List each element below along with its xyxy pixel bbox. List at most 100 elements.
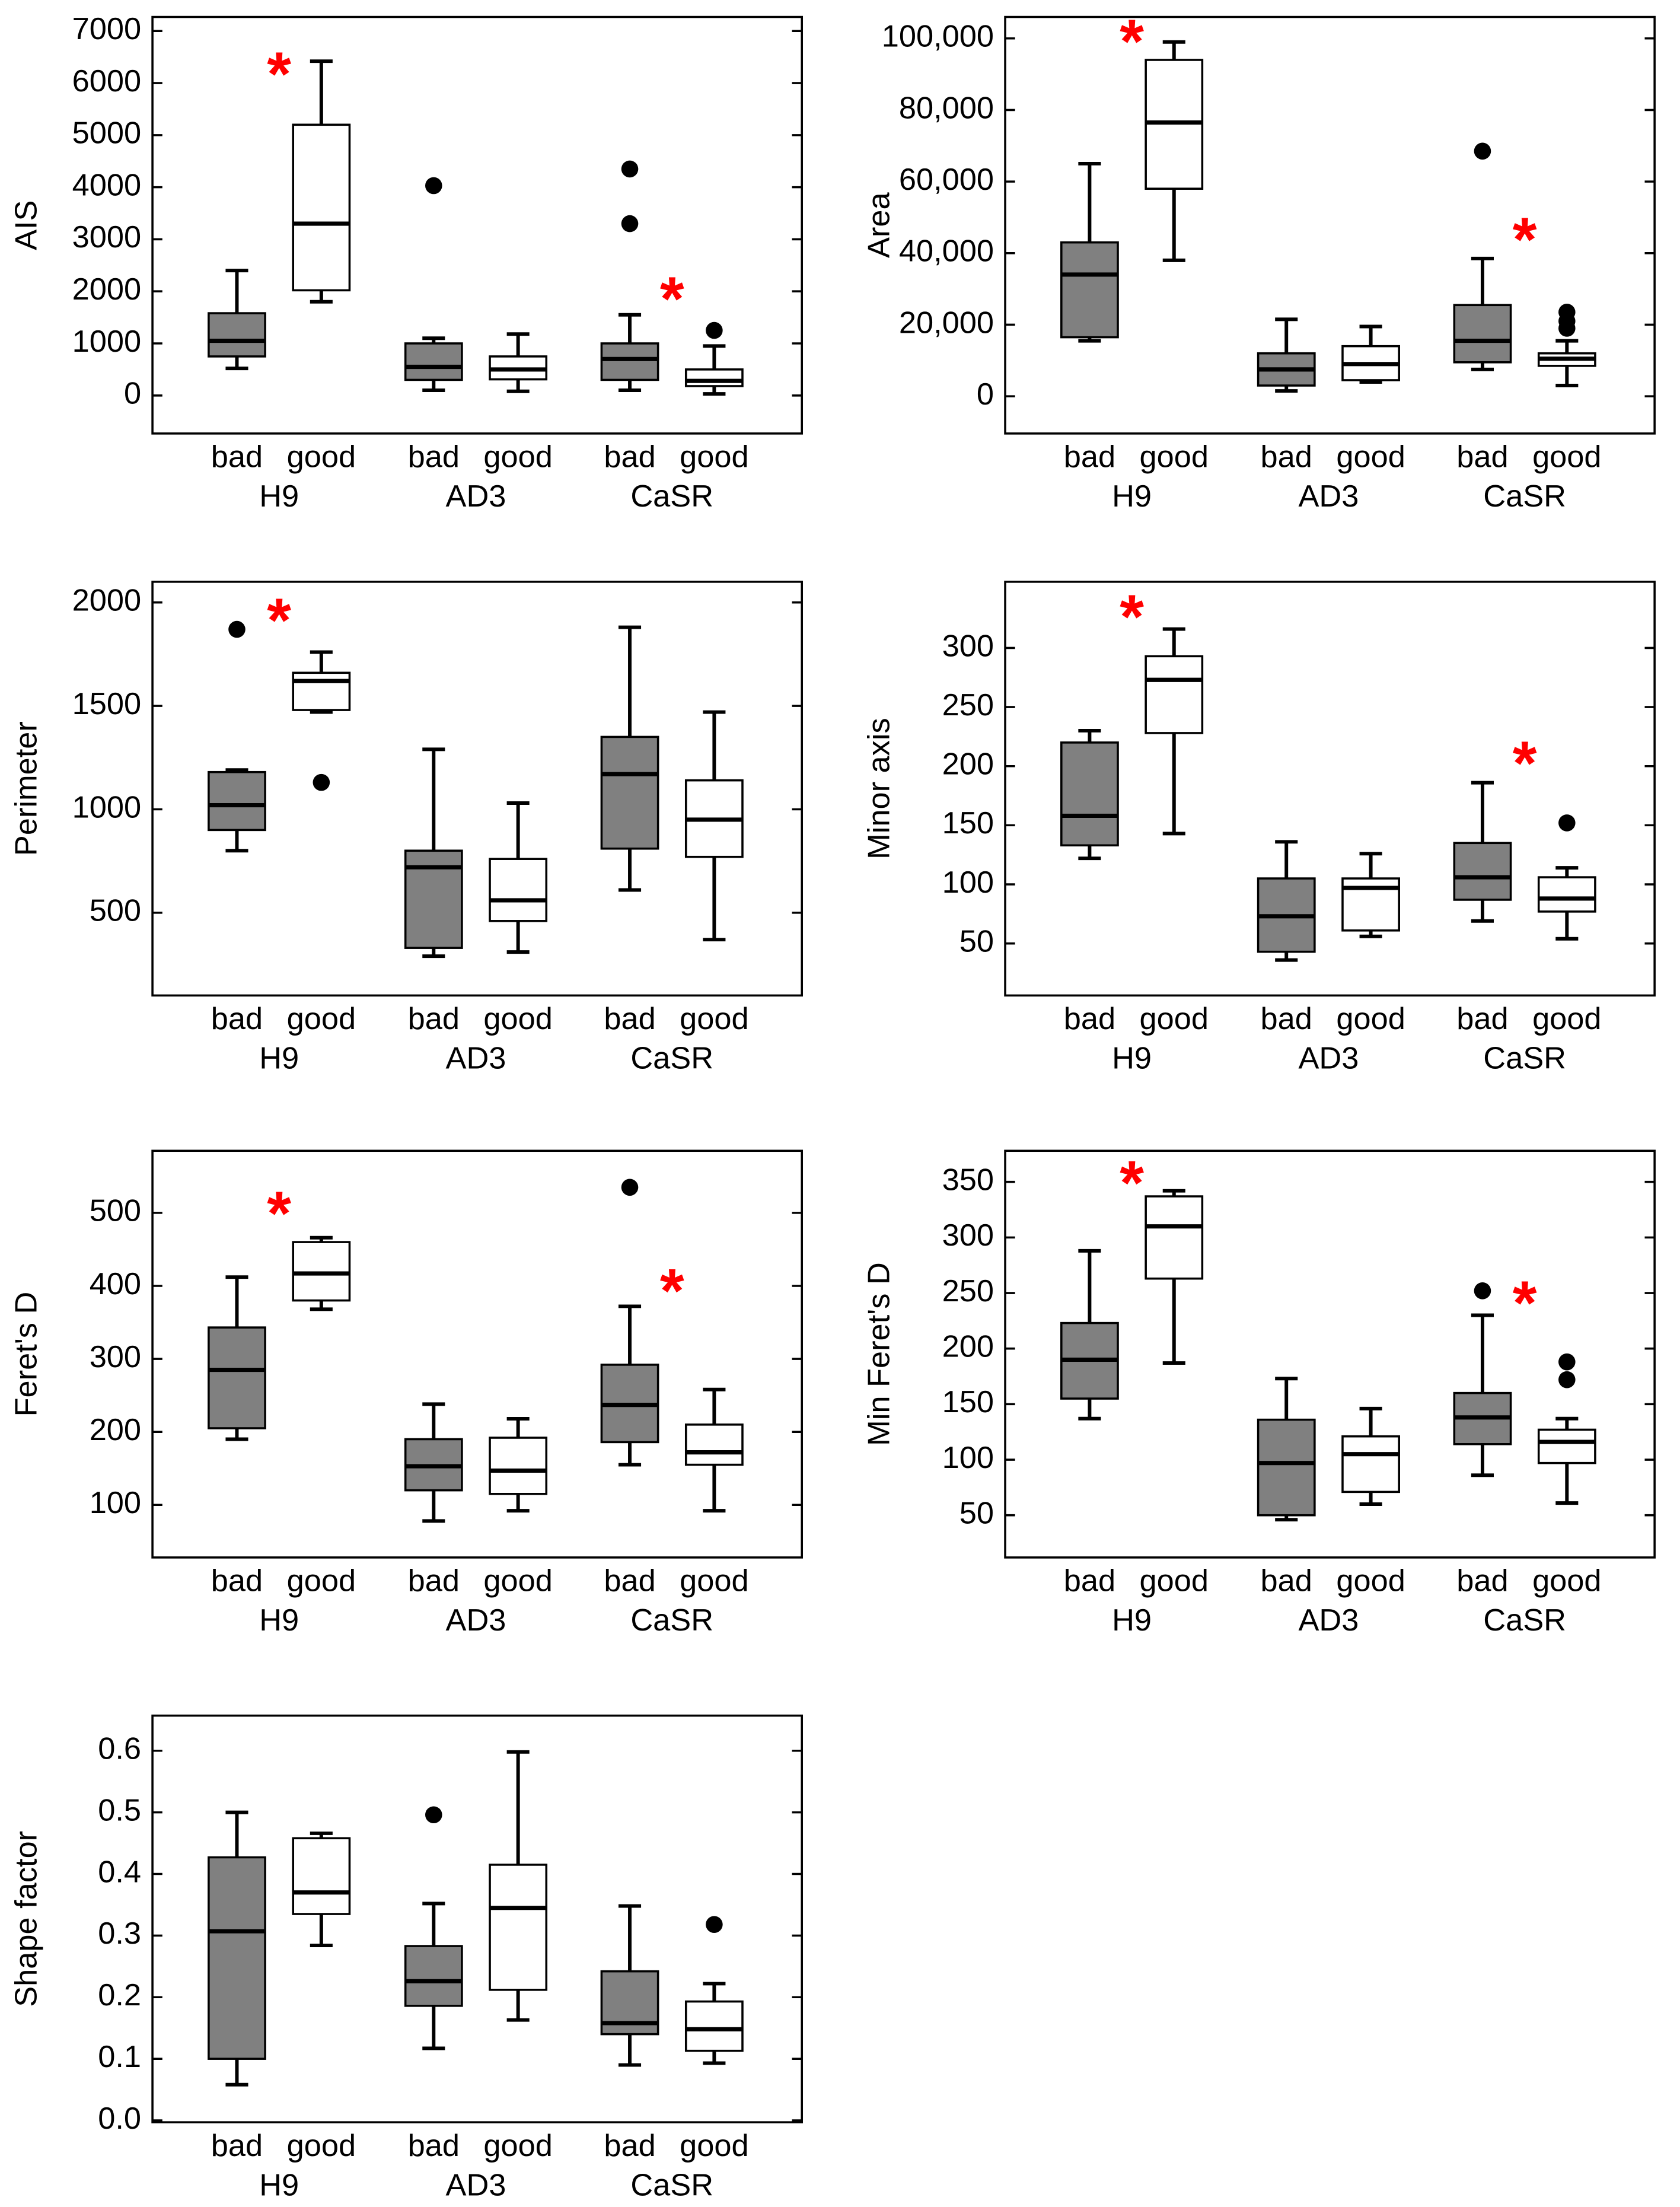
box bbox=[404, 342, 463, 381]
significance-mark: * bbox=[267, 586, 291, 655]
outlier bbox=[621, 215, 639, 233]
outlier bbox=[621, 160, 639, 178]
group-label: CaSR bbox=[630, 2168, 713, 2202]
box bbox=[404, 1945, 463, 2007]
outlier bbox=[1558, 1353, 1576, 1371]
group-label: CaSR bbox=[630, 1042, 713, 1076]
x-tick-label: good bbox=[680, 440, 748, 474]
box bbox=[292, 671, 351, 711]
x-tick-label: bad bbox=[604, 1002, 655, 1036]
outlier bbox=[425, 1806, 442, 1824]
x-tick-label: bad bbox=[408, 1564, 460, 1598]
significance-mark: * bbox=[1120, 582, 1144, 651]
x-tick-label: good bbox=[483, 1564, 552, 1598]
box bbox=[1537, 876, 1596, 913]
y-tick-label: 1500 bbox=[72, 687, 141, 721]
box bbox=[489, 1864, 548, 1991]
x-tick-label: good bbox=[1532, 440, 1601, 474]
box bbox=[684, 368, 744, 387]
outlier bbox=[1558, 304, 1576, 321]
box bbox=[208, 312, 266, 358]
x-tick-label: bad bbox=[211, 440, 263, 474]
group-label: H9 bbox=[259, 1603, 299, 1638]
y-tick-label: 7000 bbox=[72, 12, 141, 46]
x-tick-label: bad bbox=[1456, 1002, 1508, 1036]
x-tick-label: good bbox=[287, 1564, 356, 1598]
box bbox=[292, 1241, 351, 1302]
x-tick-label: good bbox=[1336, 1002, 1405, 1036]
plot-frame bbox=[151, 15, 804, 435]
group-label: H9 bbox=[1112, 479, 1152, 514]
significance-mark: * bbox=[267, 39, 291, 109]
y-tick-label: 300 bbox=[942, 1218, 994, 1253]
significance-mark: * bbox=[660, 1256, 684, 1326]
y-axis-label: Feret's D bbox=[9, 1292, 43, 1417]
x-tick-label: good bbox=[483, 2129, 552, 2163]
x-tick-label: bad bbox=[408, 440, 460, 474]
significance-mark: * bbox=[1120, 1148, 1144, 1218]
box bbox=[1453, 304, 1512, 364]
x-tick-label: bad bbox=[604, 2129, 655, 2163]
box bbox=[489, 1437, 548, 1495]
outlier bbox=[706, 321, 723, 339]
y-tick-label: 50 bbox=[959, 925, 994, 959]
x-tick-label: bad bbox=[211, 2129, 263, 2163]
y-tick-label: 100 bbox=[90, 1486, 141, 1520]
x-tick-label: good bbox=[1532, 1002, 1601, 1036]
group-label: CaSR bbox=[1483, 1603, 1566, 1638]
y-tick-label: 0.2 bbox=[98, 1978, 141, 2012]
x-tick-label: good bbox=[1140, 440, 1209, 474]
significance-mark: * bbox=[660, 265, 684, 334]
y-tick-label: 3000 bbox=[72, 220, 141, 254]
group-label: AD3 bbox=[1298, 1042, 1359, 1076]
x-tick-label: bad bbox=[604, 440, 655, 474]
x-tick-label: bad bbox=[604, 1564, 655, 1598]
significance-mark: * bbox=[267, 1179, 291, 1249]
y-tick-label: 400 bbox=[90, 1267, 141, 1301]
x-tick-label: bad bbox=[1064, 1564, 1115, 1598]
x-tick-label: good bbox=[1336, 1564, 1405, 1598]
y-tick-label: 200 bbox=[942, 1330, 994, 1364]
group-label: AD3 bbox=[446, 2168, 506, 2202]
x-tick-label: bad bbox=[1456, 1564, 1508, 1598]
x-tick-label: bad bbox=[1261, 1002, 1312, 1036]
box bbox=[1453, 842, 1512, 901]
y-tick-label: 0.1 bbox=[98, 2040, 141, 2074]
x-tick-label: good bbox=[483, 440, 552, 474]
box bbox=[292, 1837, 351, 1915]
y-tick-label: 300 bbox=[90, 1340, 141, 1374]
y-tick-label: 250 bbox=[942, 1274, 994, 1308]
y-tick-label: 350 bbox=[942, 1163, 994, 1198]
significance-mark: * bbox=[1513, 205, 1537, 275]
box bbox=[600, 342, 659, 381]
y-tick-label: 80,000 bbox=[899, 91, 994, 125]
y-axis-label: Shape factor bbox=[9, 1831, 43, 2007]
y-axis-label: Min Feret's D bbox=[862, 1262, 896, 1446]
group-label: H9 bbox=[1112, 1042, 1152, 1076]
y-tick-label: 250 bbox=[942, 688, 994, 722]
outlier bbox=[228, 620, 246, 638]
group-label: CaSR bbox=[1483, 479, 1566, 514]
y-tick-label: 0.3 bbox=[98, 1916, 141, 1951]
x-tick-label: good bbox=[680, 1002, 748, 1036]
y-tick-label: 6000 bbox=[72, 64, 141, 98]
significance-mark: * bbox=[1513, 1268, 1537, 1337]
y-tick-label: 150 bbox=[942, 1385, 994, 1419]
box bbox=[684, 2000, 744, 2052]
group-label: H9 bbox=[1112, 1603, 1152, 1638]
outlier bbox=[706, 1916, 723, 1933]
y-tick-label: 1000 bbox=[72, 790, 141, 824]
y-tick-label: 60,000 bbox=[899, 163, 994, 197]
outlier bbox=[1474, 142, 1491, 160]
y-tick-label: 200 bbox=[942, 747, 994, 782]
outlier bbox=[1558, 814, 1576, 832]
y-tick-label: 1000 bbox=[72, 324, 141, 359]
significance-mark: * bbox=[1120, 7, 1144, 76]
y-tick-label: 100,000 bbox=[882, 20, 994, 54]
